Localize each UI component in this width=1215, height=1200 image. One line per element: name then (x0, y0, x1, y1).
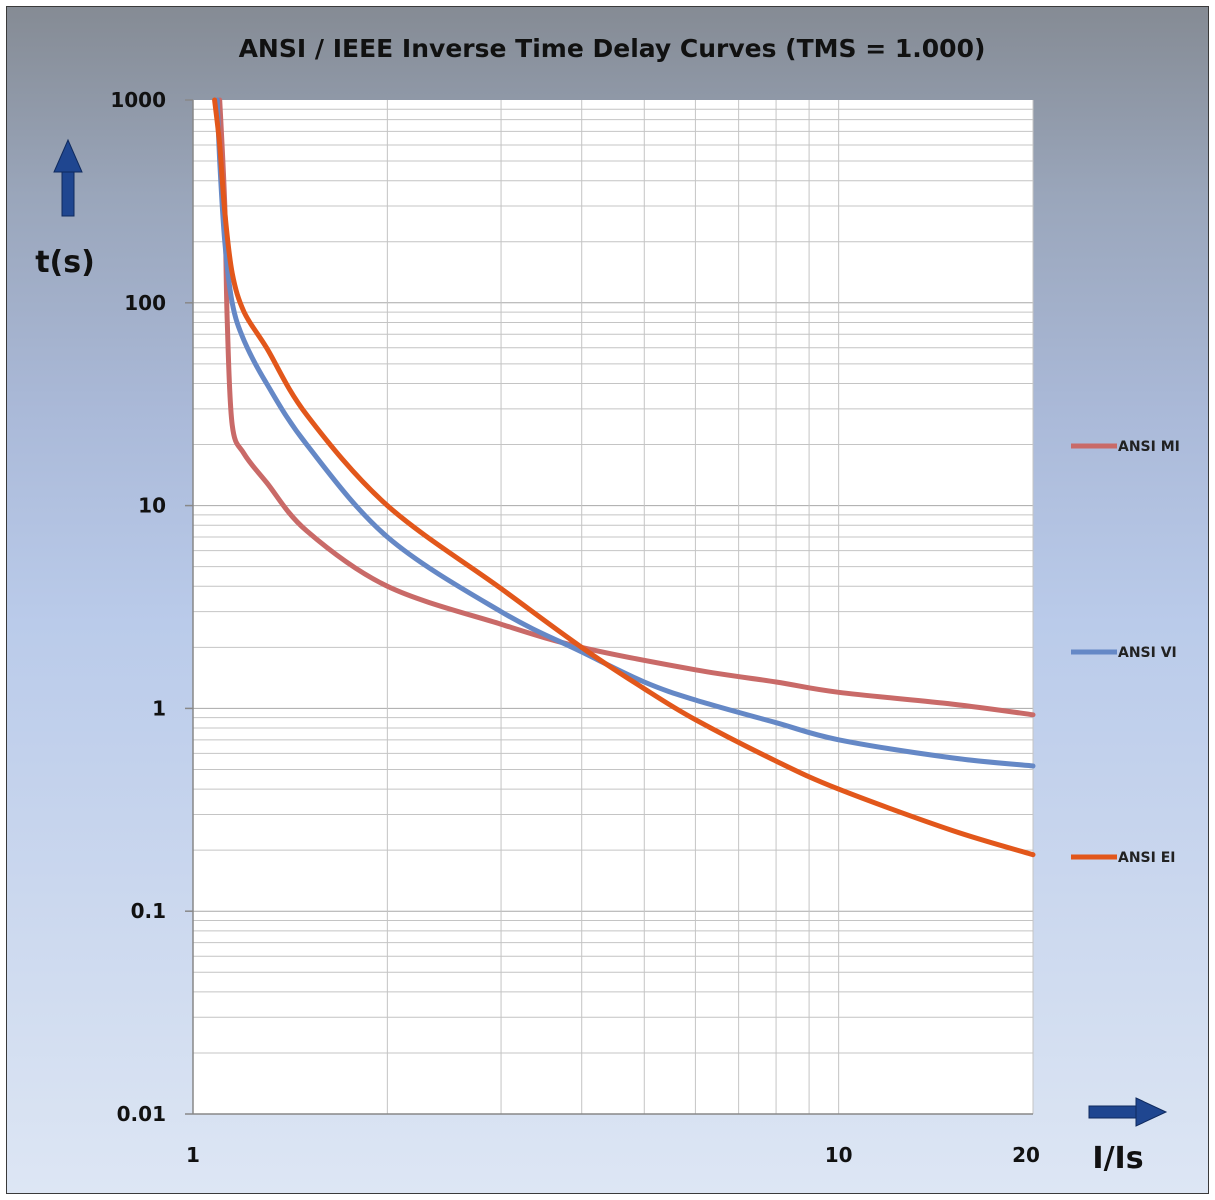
series-line-ansi-ei (212, 97, 1036, 858)
series-layer (212, 97, 1036, 858)
legend-label: ANSI MI (1118, 439, 1180, 455)
y-tick-label: 1 (152, 696, 166, 720)
x-tick-label: 20 (1012, 1143, 1040, 1167)
y-tick-label: 1000 (110, 88, 166, 112)
y-tick-label: 10 (138, 494, 166, 518)
y-tick-label: 0.01 (117, 1102, 166, 1126)
series-line-ansi-vi (214, 97, 1036, 769)
y-axis-label: t(s) (35, 245, 95, 280)
y-tick-label: 100 (124, 291, 166, 315)
legend: ANSI MI ANSI VI ANSI EI (1071, 439, 1180, 866)
x-axis-label: I/Is (1092, 1141, 1143, 1176)
plot-area (193, 100, 1033, 1114)
up-arrow-icon (53, 138, 83, 217)
y-tick-label: 0.1 (131, 899, 166, 923)
right-arrow-icon (1088, 1097, 1168, 1127)
series-line-ansi-mi (217, 97, 1036, 718)
x-tick-label: 1 (186, 1143, 200, 1167)
chart-title: ANSI / IEEE Inverse Time Delay Curves (T… (239, 34, 986, 63)
legend-label: ANSI EI (1118, 850, 1176, 866)
x-tick-label: 10 (825, 1143, 853, 1167)
legend-label: ANSI VI (1118, 645, 1177, 661)
tick-layer: 1000 100 10 1 0.1 0.01 1 10 20 (110, 88, 1040, 1167)
